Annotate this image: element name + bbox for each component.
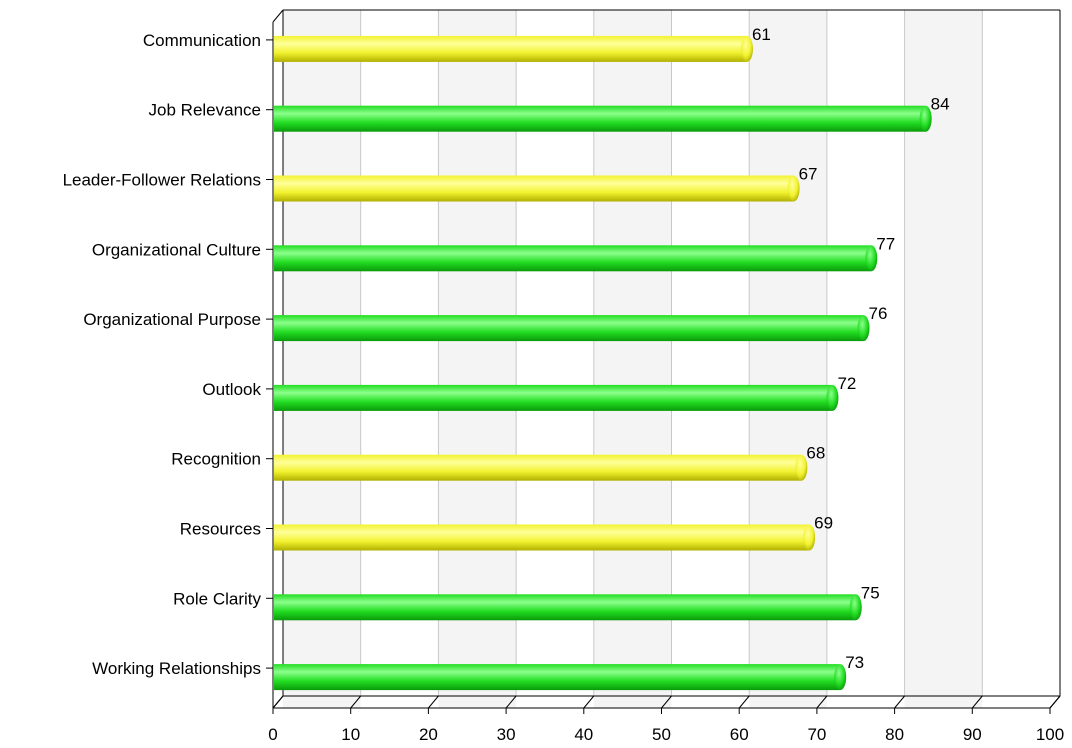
- bar-end-cap: [857, 315, 870, 342]
- bar-end-cap: [826, 384, 839, 411]
- bar-value-label: 84: [931, 95, 950, 114]
- bar: [274, 524, 816, 551]
- bar-body: [274, 594, 856, 621]
- bar-body: [274, 245, 872, 272]
- bar-end-cap: [834, 664, 847, 691]
- bar-value-label: 68: [806, 444, 825, 463]
- bar: [274, 175, 800, 202]
- bar-body: [274, 175, 794, 202]
- bar-value-label: 75: [861, 583, 880, 602]
- floor-tick: [816, 695, 828, 709]
- x-tick-label: 40: [574, 725, 593, 744]
- bar-body: [274, 454, 802, 481]
- bar-end-cap: [849, 594, 862, 621]
- floor-tick: [894, 695, 905, 709]
- left-wall-top-edge: [272, 9, 284, 23]
- x-tick-label: 30: [497, 725, 516, 744]
- bar-value-label: 76: [869, 304, 888, 323]
- x-tick-label: 80: [885, 725, 904, 744]
- category-label: Organizational Culture: [92, 240, 261, 259]
- bar-body: [274, 315, 864, 342]
- bar: [274, 315, 870, 342]
- floor-tick: [738, 695, 750, 709]
- floor-tick: [971, 695, 983, 709]
- bars: [274, 35, 932, 691]
- x-tick-label: 70: [807, 725, 826, 744]
- floor-tick: [505, 695, 517, 709]
- bar-end-cap: [787, 175, 800, 202]
- category-label: Working Relationships: [92, 659, 261, 678]
- bar: [274, 384, 839, 411]
- bar-end-cap: [865, 245, 878, 272]
- floor-tick: [272, 695, 284, 709]
- bar-body: [274, 35, 747, 62]
- x-tick-label: 0: [268, 725, 277, 744]
- bar-value-label: 61: [752, 25, 771, 44]
- bar: [274, 454, 808, 481]
- category-label: Recognition: [171, 450, 261, 469]
- x-tick-label: 100: [1036, 725, 1064, 744]
- bar-body: [274, 105, 926, 132]
- floor-tick: [583, 695, 595, 709]
- bar: [274, 664, 847, 691]
- bar-end-cap: [740, 35, 753, 62]
- bar-end-cap: [795, 454, 808, 481]
- category-label: Resources: [180, 520, 261, 539]
- bar-end-cap: [803, 524, 816, 551]
- bar: [274, 105, 932, 132]
- category-label: Communication: [143, 31, 261, 50]
- category-label: Outlook: [202, 380, 261, 399]
- bar-value-label: 67: [799, 165, 818, 184]
- bar-value-label: 73: [845, 653, 864, 672]
- floor-tick: [350, 695, 362, 709]
- bar-value-label: 69: [814, 514, 833, 533]
- bar-body: [274, 524, 810, 551]
- x-tick-label: 50: [652, 725, 671, 744]
- x-tick-label: 10: [341, 725, 360, 744]
- category-label: Role Clarity: [173, 589, 261, 608]
- bar: [274, 594, 862, 621]
- x-tick-label: 20: [419, 725, 438, 744]
- floor-tick: [428, 695, 439, 709]
- floor-tick: [661, 695, 672, 709]
- grid-band: [982, 10, 1060, 708]
- x-tick-label: 90: [963, 725, 982, 744]
- bar-value-label: 77: [876, 234, 895, 253]
- bar-body: [274, 664, 841, 691]
- category-label: Leader-Follower Relations: [63, 171, 261, 190]
- bar-body: [274, 384, 833, 411]
- data-labels: 61 84 67 77 76 72 68 69 75 73: [752, 25, 950, 672]
- category-label: Organizational Purpose: [83, 310, 261, 329]
- bar-value-label: 72: [837, 374, 856, 393]
- bar: [274, 35, 753, 62]
- x-axis-ticks: 0 10 20 30 40 50 60 70 80 90 100: [268, 695, 1064, 744]
- bar-end-cap: [919, 105, 932, 132]
- category-label: Job Relevance: [149, 101, 261, 120]
- category-labels: Communication Job Relevance Leader-Followe…: [63, 31, 273, 678]
- floor-tick: [1049, 695, 1061, 709]
- bar: [274, 245, 878, 272]
- x-tick-label: 60: [730, 725, 749, 744]
